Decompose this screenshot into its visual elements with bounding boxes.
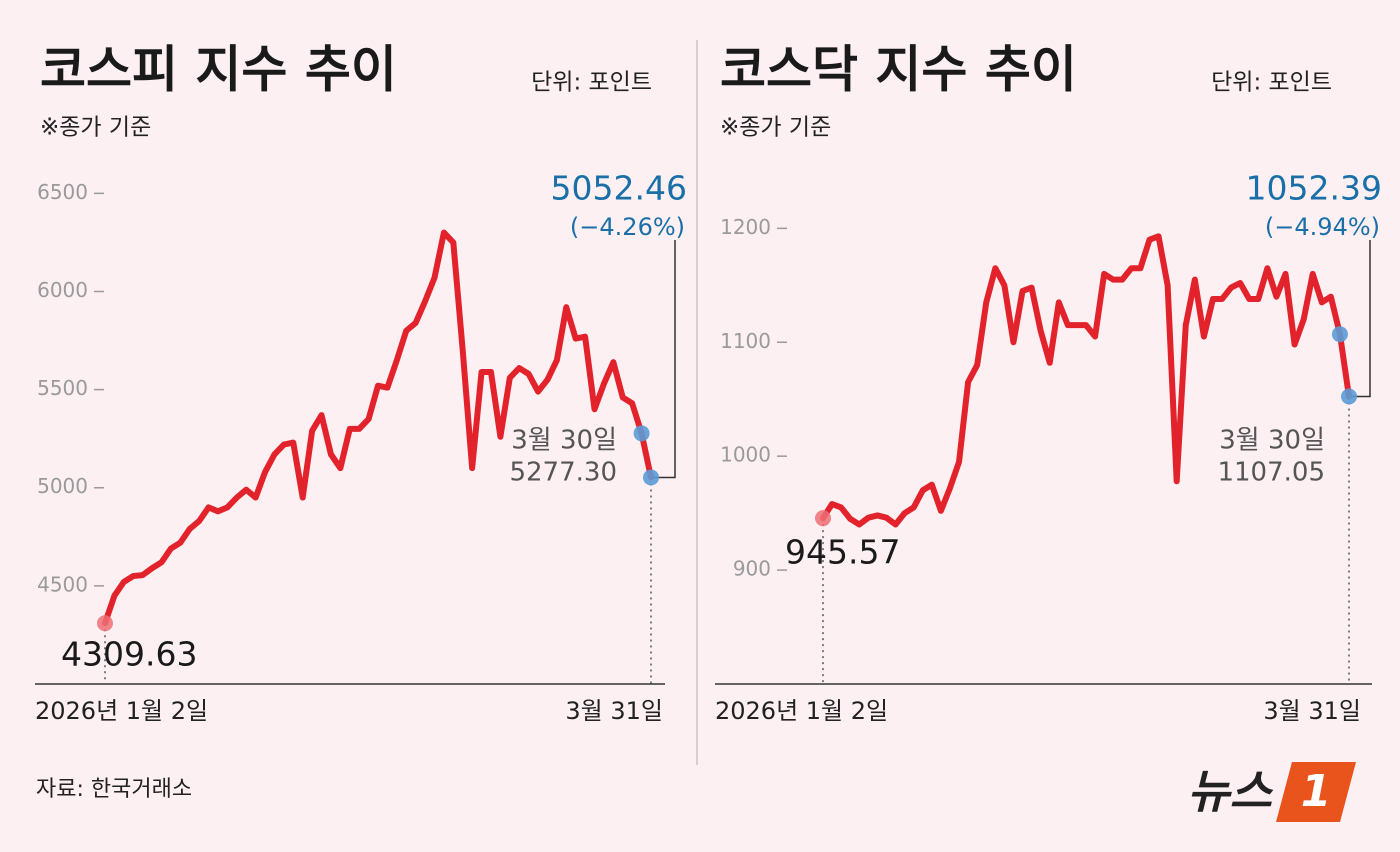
leader-line bbox=[651, 240, 676, 479]
logo-box bbox=[1276, 762, 1356, 822]
leader-line bbox=[1349, 240, 1371, 398]
line bbox=[820, 233, 1352, 528]
x-tick-label: 3월 31일 bbox=[565, 697, 663, 725]
start-label: 4309.63 bbox=[61, 635, 197, 674]
y-tick-label: 5500 bbox=[37, 376, 88, 400]
y-tick-label: 6000 bbox=[37, 278, 88, 302]
end-point bbox=[643, 469, 659, 486]
end-point bbox=[1341, 388, 1357, 405]
end-label: 5052.46 bbox=[551, 169, 687, 208]
prev-point bbox=[1331, 326, 1348, 343]
change-label: (−4.26%) bbox=[570, 213, 685, 241]
y-tick-label: 1000 bbox=[720, 443, 771, 467]
chart-title: 코스닥 지수 추이 bbox=[720, 41, 1077, 99]
y-tick-label: 4500 bbox=[37, 572, 88, 596]
start-label: 945.57 bbox=[785, 533, 900, 572]
logo-text: 뉴스 bbox=[1187, 765, 1273, 819]
y-tick-label: 1100 bbox=[720, 329, 771, 353]
start-point bbox=[815, 510, 831, 527]
prev-date-label: 3월 30일 bbox=[511, 426, 617, 456]
prev-point bbox=[633, 425, 650, 442]
prev-label: 5277.30 bbox=[509, 458, 617, 488]
prev-label: 1107.05 bbox=[1217, 458, 1325, 488]
logo: 뉴스 1 bbox=[1187, 762, 1356, 822]
chart-title: 코스피 지수 추이 bbox=[40, 41, 397, 99]
y-tick-label: 6500 bbox=[37, 180, 88, 204]
line bbox=[102, 229, 654, 627]
unit: 단위: 포인트 bbox=[531, 70, 652, 96]
start-point bbox=[97, 615, 113, 632]
source: 자료: 한국거래소 bbox=[36, 777, 192, 802]
x-tick-label: 3월 31일 bbox=[1263, 697, 1361, 725]
unit: 단위: 포인트 bbox=[1211, 70, 1332, 96]
note: ※종가 기준 bbox=[720, 115, 831, 141]
x-tick-label: 2026년 1월 2일 bbox=[35, 697, 208, 725]
logo-mark: 1 bbox=[1301, 766, 1332, 817]
change-label: (−4.94%) bbox=[1265, 213, 1380, 241]
y-tick-label: 900 bbox=[733, 557, 771, 581]
note: ※종가 기준 bbox=[40, 115, 151, 141]
end-label: 1052.39 bbox=[1246, 169, 1382, 208]
y-tick-label: 5000 bbox=[37, 474, 88, 498]
x-tick-label: 2026년 1월 2일 bbox=[715, 697, 888, 725]
y-tick-label: 1200 bbox=[720, 215, 771, 239]
prev-date-label: 3월 30일 bbox=[1219, 426, 1325, 456]
